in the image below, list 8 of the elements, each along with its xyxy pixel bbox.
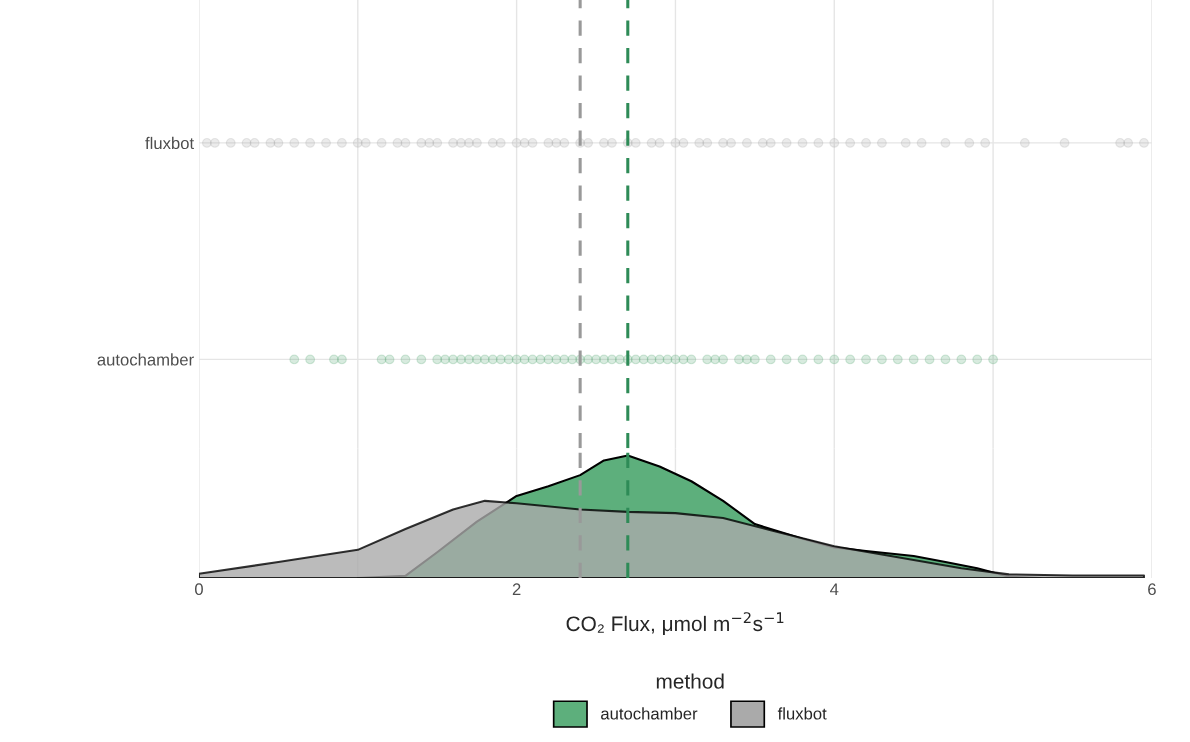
x-axis-title: CO₂ Flux, μmol m$^{−2}$s$^{−1}$ [566,612,784,635]
x-tick-label: 2 [512,583,521,595]
legend-label: autochamber [601,707,698,720]
x-tick-label: 0 [194,583,203,596]
legend-title: method [656,673,724,689]
legend-label: fluxbot [777,707,827,720]
x-tick-label: 6 [1148,583,1156,596]
x-tick-label: 4 [830,583,839,595]
